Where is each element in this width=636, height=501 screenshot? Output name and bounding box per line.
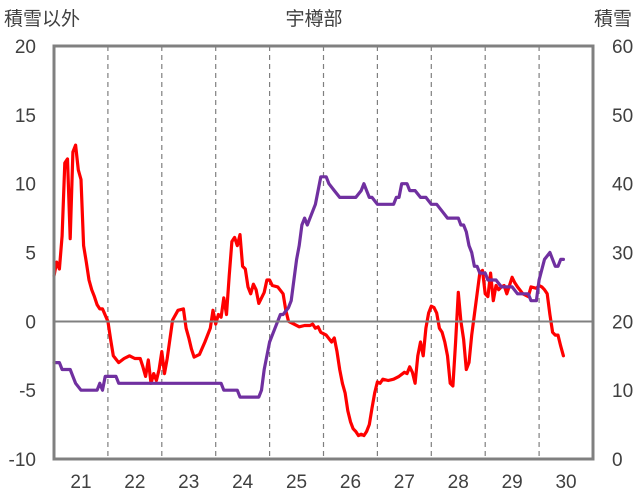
x-tick-label: 29 xyxy=(502,472,523,493)
y-right-tick-label: 50 xyxy=(612,106,633,127)
y-left-tick-label: -5 xyxy=(19,381,36,402)
y-right-tick-label: 20 xyxy=(612,312,633,333)
y-right-tick-label: 60 xyxy=(612,37,633,58)
x-tick-label: 30 xyxy=(555,472,576,493)
y-left-tick-label: 15 xyxy=(15,106,36,127)
x-tick-label: 22 xyxy=(124,472,145,493)
y-left-tick-label: 10 xyxy=(15,175,36,196)
y-left-tick-label: 5 xyxy=(25,244,36,265)
x-tick-label: 21 xyxy=(70,472,91,493)
y-left-tick-label: 20 xyxy=(15,37,36,58)
x-tick-label: 23 xyxy=(178,472,199,493)
x-tick-label: 28 xyxy=(448,472,469,493)
x-tick-label: 25 xyxy=(286,472,307,493)
y-right-axis-label: 積雪 xyxy=(594,8,632,30)
y-left-tick-label: -10 xyxy=(9,450,36,471)
x-tick-label: 26 xyxy=(340,472,361,493)
y-right-tick-label: 10 xyxy=(612,381,633,402)
x-tick-label: 24 xyxy=(232,472,254,493)
tick-labels: -10 -5 0 5 10 15 20 0 10 20 30 40 50 60 21 22 23 24 25 26 27… xyxy=(9,37,634,493)
plot-frame xyxy=(52,44,595,461)
series-line-left-axis xyxy=(52,143,565,438)
series-layer xyxy=(52,143,565,438)
y-right-tick-label: 0 xyxy=(612,450,623,471)
series-line-right-axis xyxy=(52,175,565,399)
x-tick-label: 27 xyxy=(394,472,415,493)
y-left-axis-label: 積雪以外 xyxy=(4,8,80,30)
chart-title: 宇樽部 xyxy=(285,8,342,30)
y-right-tick-label: 30 xyxy=(612,244,633,265)
y-right-tick-label: 40 xyxy=(612,175,633,196)
grid-lines xyxy=(107,46,540,459)
y-left-tick-label: 0 xyxy=(25,312,36,333)
